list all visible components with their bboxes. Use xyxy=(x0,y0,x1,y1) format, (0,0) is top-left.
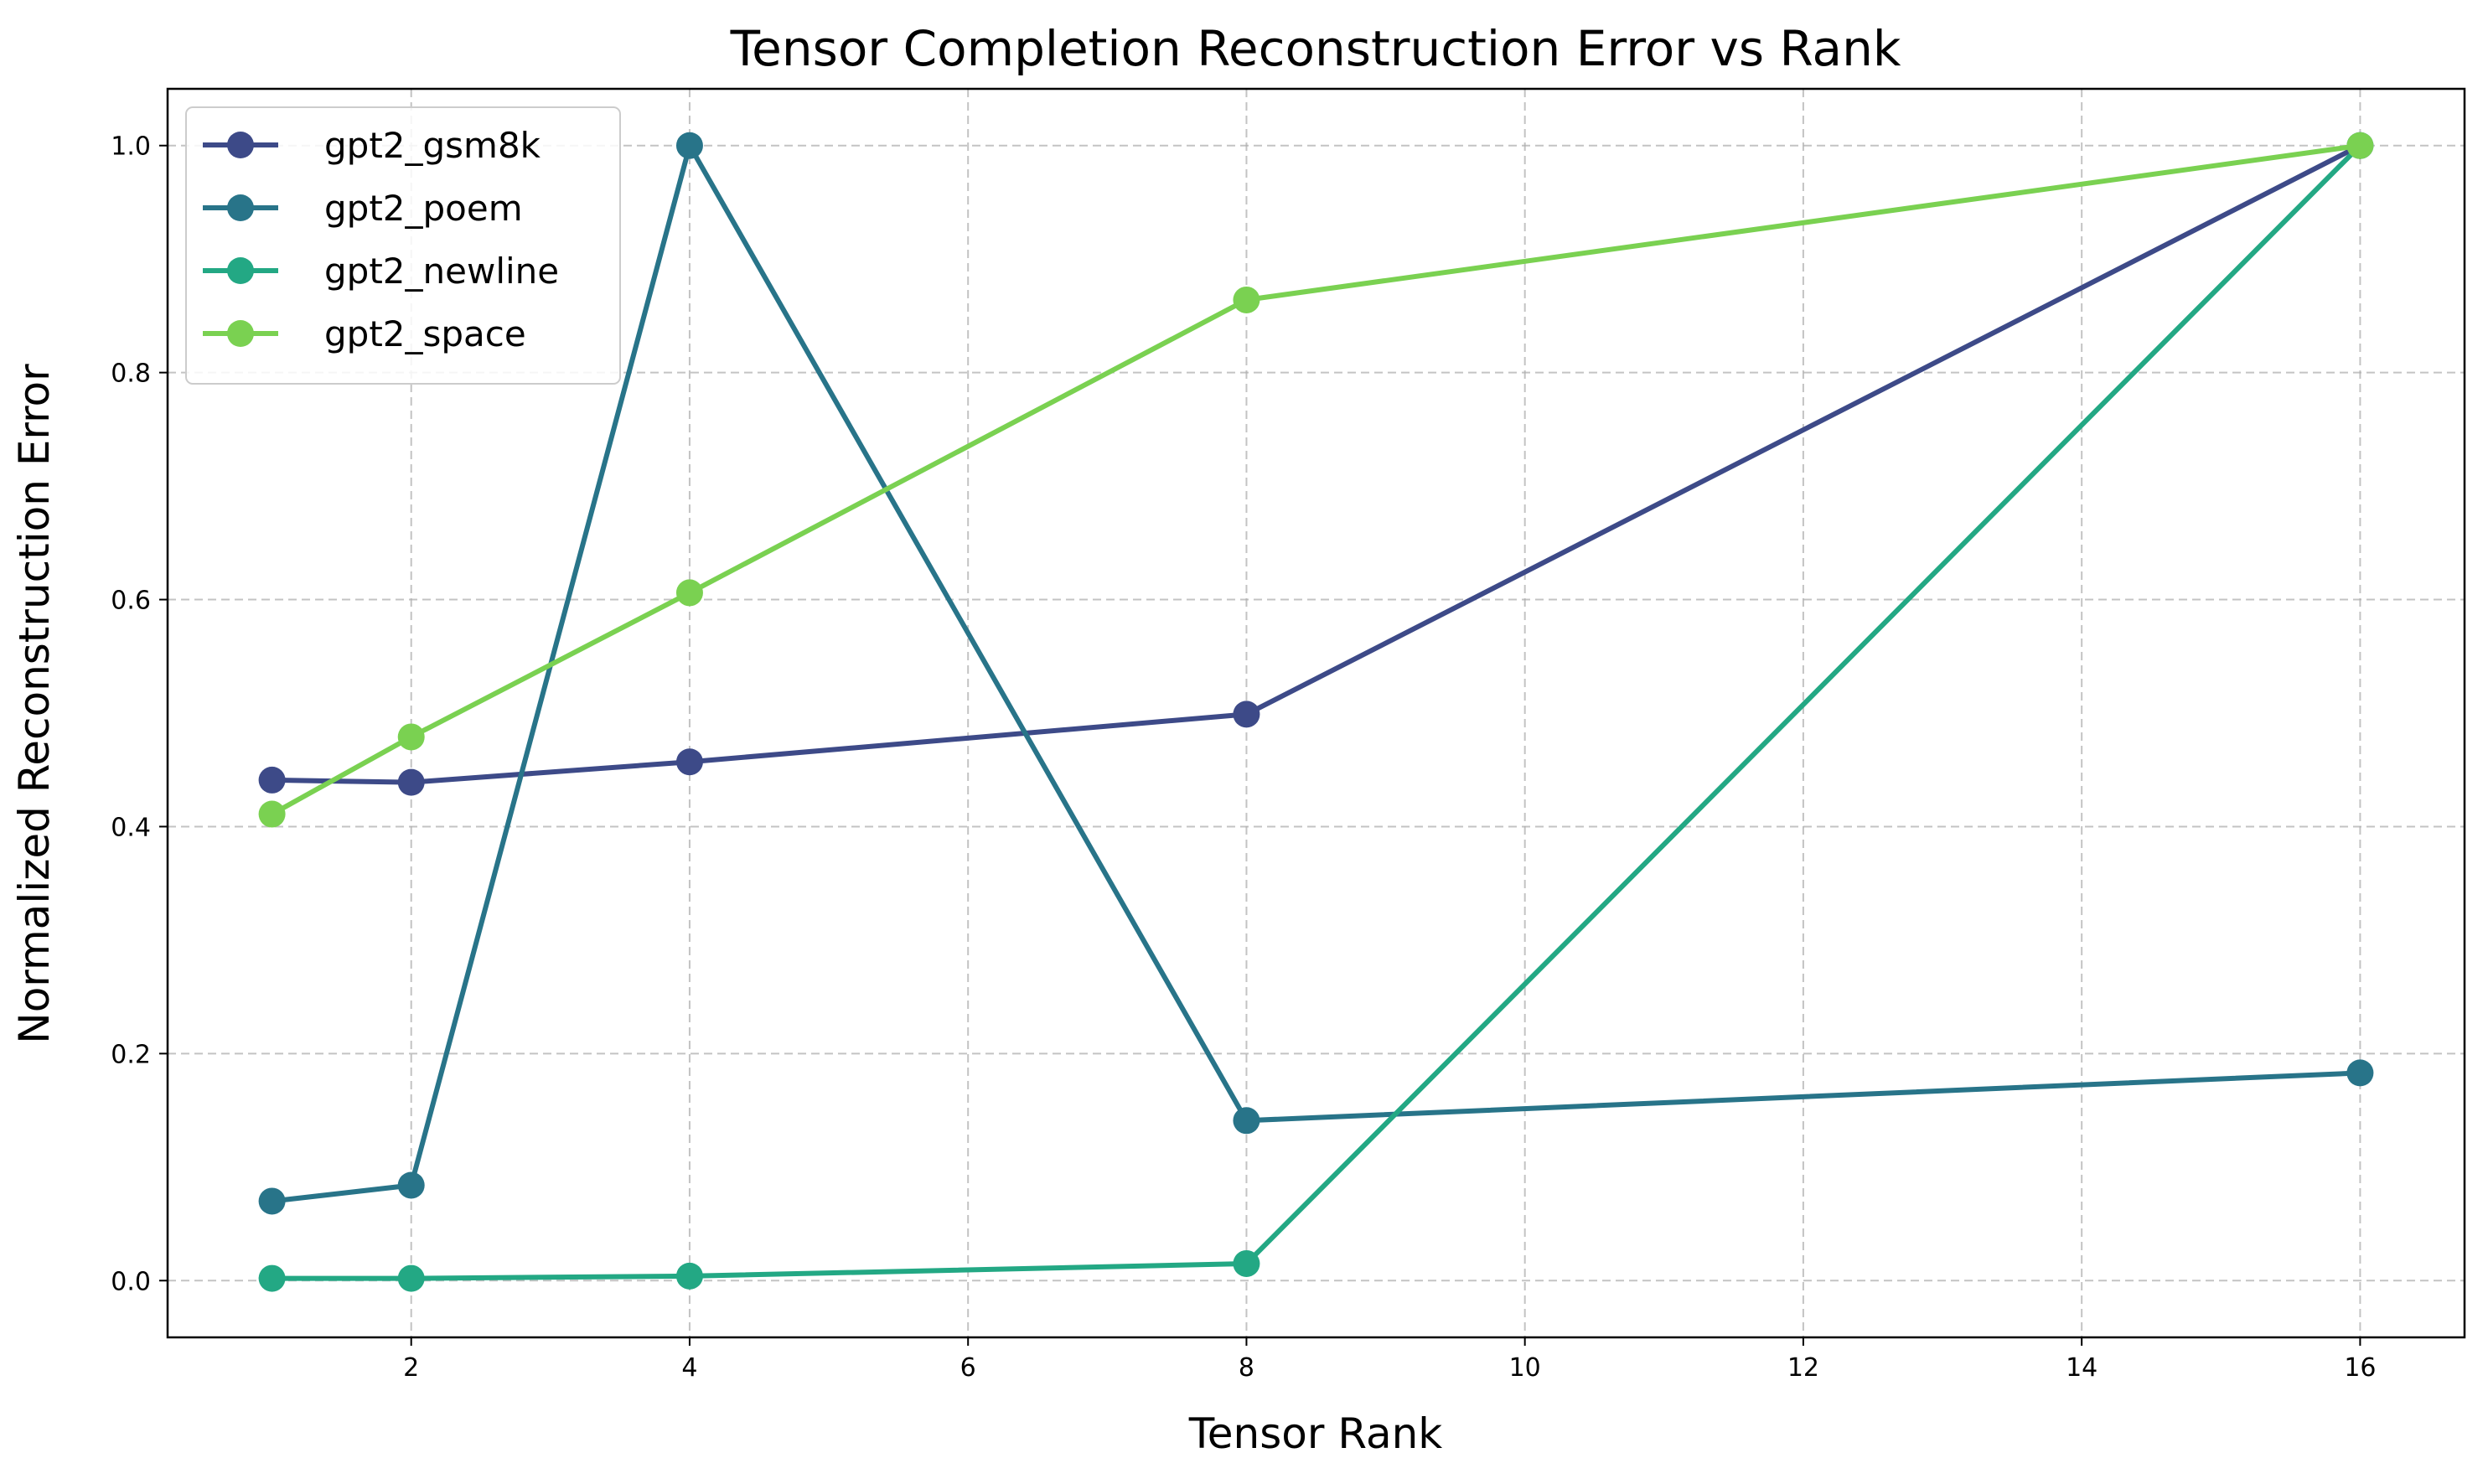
legend-item: gpt2_space xyxy=(203,313,526,354)
chart-title: Tensor Completion Reconstruction Error v… xyxy=(730,20,1901,77)
data-point xyxy=(675,748,703,776)
y-tick-label: 1.0 xyxy=(111,132,151,162)
x-tick-label: 8 xyxy=(1239,1353,1254,1383)
data-point xyxy=(258,1187,286,1215)
data-point xyxy=(675,1262,703,1290)
x-tick-label: 2 xyxy=(403,1353,419,1383)
series-gpt2_space xyxy=(258,132,2374,828)
data-point xyxy=(1233,701,1260,728)
legend: gpt2_gsm8k gpt2_poem gpt2_newline gpt2_spac… xyxy=(185,106,621,385)
y-axis-label: Normalized Reconstruction Error xyxy=(10,364,59,1044)
legend-item: gpt2_gsm8k xyxy=(203,125,541,166)
legend-swatch-marker xyxy=(227,194,254,221)
x-tick-label: 16 xyxy=(2344,1353,2376,1383)
data-point xyxy=(675,132,703,159)
data-point xyxy=(397,1264,425,1292)
data-point xyxy=(2346,1059,2374,1087)
data-point xyxy=(397,723,425,751)
y-tick-label: 0.0 xyxy=(111,1267,151,1296)
y-tick-label: 0.4 xyxy=(111,813,151,842)
data-point xyxy=(258,1264,286,1292)
y-tick-label: 0.6 xyxy=(111,587,151,616)
data-point xyxy=(2346,132,2374,159)
x-tick-label: 6 xyxy=(960,1353,976,1383)
y-tick-label: 0.2 xyxy=(111,1040,151,1069)
x-tick-label: 4 xyxy=(681,1353,697,1383)
axis-ticks: 2 4 6 8 10 12 14 16 0.0 0.2 0.4 0.6 0.8 1.0 xyxy=(111,132,2376,1383)
legend-label: gpt2_newline xyxy=(324,251,559,292)
legend-item: gpt2_poem xyxy=(203,188,523,229)
legend-label: gpt2_poem xyxy=(324,188,523,229)
data-point xyxy=(258,766,286,794)
legend-label: gpt2_gsm8k xyxy=(324,125,541,166)
legend-swatch-marker xyxy=(227,320,254,347)
legend-label: gpt2_space xyxy=(324,313,526,354)
data-point xyxy=(258,800,286,828)
data-point xyxy=(1233,1107,1260,1135)
data-point xyxy=(397,1171,425,1199)
y-tick-label: 0.8 xyxy=(111,359,151,389)
legend-swatch-marker xyxy=(227,257,254,284)
plot-area-frame xyxy=(166,87,2466,1339)
series-layer xyxy=(258,132,2374,1292)
data-point xyxy=(1233,1249,1260,1277)
x-tick-label: 12 xyxy=(1787,1353,1819,1383)
data-point xyxy=(675,579,703,607)
x-axis-label: Tensor Rank xyxy=(1188,1409,1443,1458)
data-point xyxy=(1233,286,1260,313)
series-gpt2_poem xyxy=(258,132,2374,1215)
x-tick-label: 10 xyxy=(1509,1353,1541,1383)
data-point xyxy=(397,768,425,796)
legend-item: gpt2_newline xyxy=(203,251,559,292)
legend-box xyxy=(185,106,621,385)
legend-swatch-marker xyxy=(227,132,254,158)
x-tick-label: 14 xyxy=(2066,1353,2097,1383)
